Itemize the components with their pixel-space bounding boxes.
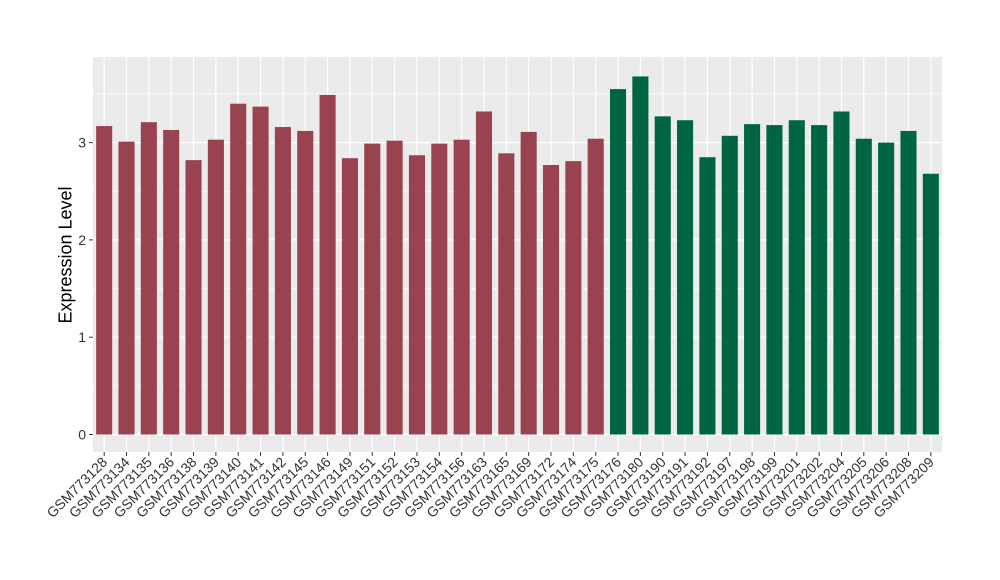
bar-GSM773151 [364,143,381,435]
bar-GSM773142 [274,127,291,435]
bar-GSM773176 [609,89,627,435]
bars [96,76,939,435]
bar-GSM773128 [96,126,113,435]
bar-GSM773205 [855,138,872,435]
y-axis-title: Expression Level [55,186,76,324]
bar-GSM773198 [744,124,761,435]
bar-GSM773134 [118,141,135,435]
bar-GSM773163 [475,111,493,435]
y-tick-label: 0 [78,426,86,442]
bar-GSM773169 [520,131,537,435]
bar-GSM773202 [811,125,828,435]
bar-GSM773204 [833,111,850,435]
bar-GSM773156 [453,139,470,435]
y-tick-label: 2 [78,232,86,248]
bar-GSM773154 [431,143,448,435]
bar-GSM773175 [587,138,604,435]
bar-GSM773192 [699,157,716,435]
bar-GSM773139 [207,139,224,435]
bar-GSM773152 [386,140,403,435]
bar-GSM773208 [900,130,917,435]
bar-GSM773165 [498,153,515,435]
bar-GSM773199 [766,125,783,435]
y-axis: 0 1 2 3 [78,135,93,442]
bar-GSM773209 [922,173,939,435]
y-tick-label: 3 [78,135,86,151]
bar-GSM773135 [140,122,157,435]
bar-GSM773141 [252,106,269,435]
bar-GSM773136 [163,129,180,435]
x-axis: GSM773128GSM773134GSM773135GSM773136GSM7… [43,452,937,521]
y-tick-label: 1 [78,329,86,345]
bar-GSM773180 [632,76,649,435]
bar-GSM773138 [185,160,202,435]
bar-GSM773190 [654,116,671,435]
bar-GSM773206 [878,142,895,435]
bar-GSM773201 [788,120,805,435]
bar-GSM773191 [677,120,694,435]
bar-GSM773197 [721,135,738,435]
bar-GSM773174 [565,161,582,435]
bar-GSM773146 [319,94,336,435]
bar-GSM773172 [542,164,560,435]
bar-GSM773140 [230,103,247,435]
bar-GSM773153 [408,155,426,435]
bar-GSM773149 [341,158,358,435]
bar-GSM773145 [297,130,314,435]
